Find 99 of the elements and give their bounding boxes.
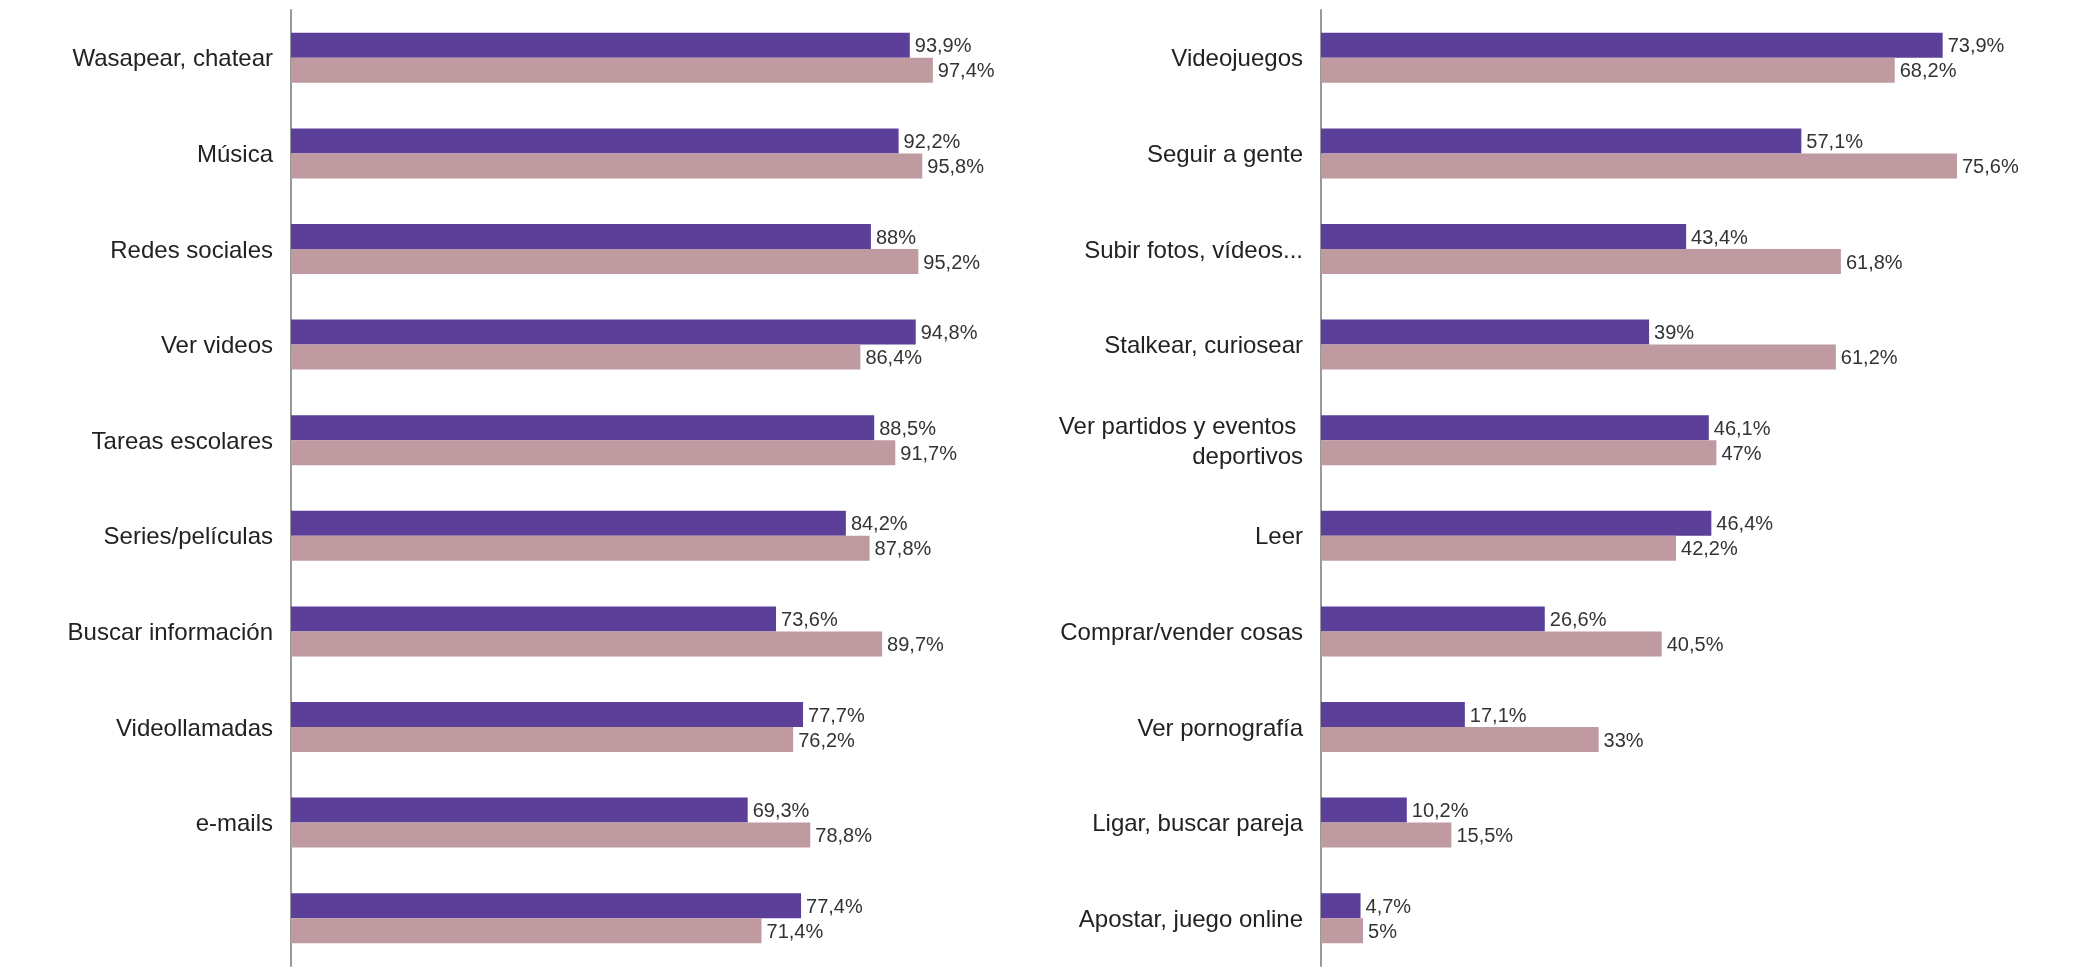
data-label: 15,5%	[1456, 824, 1514, 847]
data-label: 61,8%	[1845, 250, 1903, 273]
bar	[1321, 727, 1599, 752]
bar	[291, 32, 910, 58]
data-label: 4,7%	[1365, 894, 1412, 917]
bar	[291, 319, 916, 345]
data-label: 95,8%	[927, 154, 985, 177]
data-label: 5%	[1368, 919, 1398, 942]
data-label: 39%	[1654, 321, 1695, 344]
data-label: 97,4%	[937, 59, 995, 82]
bar	[291, 822, 811, 848]
y-tick-label: Subir fotos, vídeos...	[1084, 235, 1303, 263]
bar	[291, 918, 762, 944]
data-label: 47%	[1721, 441, 1762, 464]
bar	[291, 535, 870, 561]
data-label: 89,7%	[887, 632, 945, 655]
bar	[1321, 535, 1677, 561]
y-tick-label: Stalkear, curiosear	[1104, 331, 1303, 359]
bar	[1321, 224, 1687, 249]
bar	[1321, 606, 1545, 632]
bar	[291, 797, 748, 823]
data-label: 91,7%	[900, 441, 958, 464]
data-label: 87,8%	[874, 537, 932, 560]
bar	[1321, 128, 1802, 154]
bar	[1321, 702, 1465, 727]
bar	[1321, 319, 1650, 345]
bar	[1321, 344, 1836, 370]
data-label: 76,2%	[798, 728, 856, 751]
data-label: 26,6%	[1549, 607, 1607, 630]
bar	[291, 631, 883, 657]
data-label: 88,5%	[879, 416, 937, 439]
bar	[1321, 32, 1943, 58]
bar	[291, 440, 896, 466]
y-tick-label: e-mails	[195, 809, 273, 837]
data-label: 84,2%	[850, 512, 908, 535]
bar	[291, 415, 875, 441]
bar	[1321, 631, 1662, 657]
data-label: 68,2%	[1899, 59, 1957, 82]
y-tick-label: Redes sociales	[110, 235, 273, 263]
bar	[1321, 893, 1361, 919]
data-label: 10,2%	[1411, 799, 1469, 822]
data-label: 78,8%	[815, 824, 873, 847]
y-tick-label: Comprar/vender cosas	[1060, 617, 1303, 645]
y-tick-label: Leer	[1254, 522, 1303, 550]
bar	[1321, 918, 1364, 944]
bar	[291, 57, 933, 83]
data-label: 77,7%	[808, 703, 865, 726]
data-label: 92,2%	[903, 129, 961, 152]
bar	[291, 153, 923, 179]
bar	[1321, 153, 1957, 179]
data-label: 73,9%	[1947, 34, 2005, 57]
bar	[1321, 440, 1717, 466]
y-tick-label: Series/películas	[103, 522, 273, 550]
data-label: 69,3%	[752, 799, 810, 822]
y-tick-label: Ligar, buscar pareja	[1092, 809, 1304, 837]
y-tick-label: Ver partidos y eventos deportivos	[1058, 411, 1303, 469]
y-tick-label: Ver videos	[160, 331, 273, 359]
y-tick-label: Wasapear, chatear	[72, 44, 273, 72]
bar	[291, 606, 777, 632]
bar	[1321, 510, 1712, 536]
bar	[291, 510, 846, 536]
bar	[291, 893, 802, 919]
data-label: 46,1%	[1713, 416, 1771, 439]
bar	[1321, 249, 1841, 274]
bar	[291, 727, 794, 752]
y-tick-label: Apostar, juego online	[1078, 904, 1303, 932]
data-label: 73,6%	[781, 607, 838, 630]
bar	[291, 344, 861, 370]
bar	[291, 249, 919, 274]
data-label: 61,2%	[1840, 346, 1898, 369]
data-label: 33%	[1603, 728, 1644, 751]
bar	[291, 702, 804, 727]
data-label: 46,4%	[1716, 512, 1774, 535]
data-label: 71,4%	[766, 919, 824, 942]
bar	[1321, 822, 1452, 848]
data-label: 57,1%	[1806, 129, 1864, 152]
y-tick-label: Música	[196, 139, 274, 167]
data-label: 86,4%	[865, 346, 923, 369]
bar	[291, 224, 871, 249]
bar	[1321, 415, 1709, 441]
y-tick-label: Tareas escolares	[91, 426, 273, 454]
y-tick-label: Ver pornografía	[1137, 713, 1304, 741]
data-label: 93,9%	[914, 34, 972, 57]
data-label: 40,5%	[1666, 632, 1724, 655]
y-tick-label: Buscar información	[67, 617, 273, 645]
y-tick-label: Videollamadas	[116, 713, 273, 741]
data-label: 43,4%	[1691, 225, 1749, 248]
data-label: 75,6%	[1961, 154, 2019, 177]
y-tick-label: Videojuegos	[1171, 44, 1303, 72]
data-label: 95,2%	[923, 250, 981, 273]
y-tick-label: Seguir a gente	[1146, 139, 1303, 167]
data-label: 94,8%	[920, 321, 978, 344]
bar	[1321, 797, 1407, 823]
data-label: 77,4%	[806, 894, 863, 917]
data-label: 17,1%	[1469, 703, 1527, 726]
bar	[1321, 57, 1895, 83]
data-label: 88%	[875, 225, 917, 248]
bar	[291, 128, 899, 154]
data-label: 42,2%	[1681, 537, 1738, 560]
